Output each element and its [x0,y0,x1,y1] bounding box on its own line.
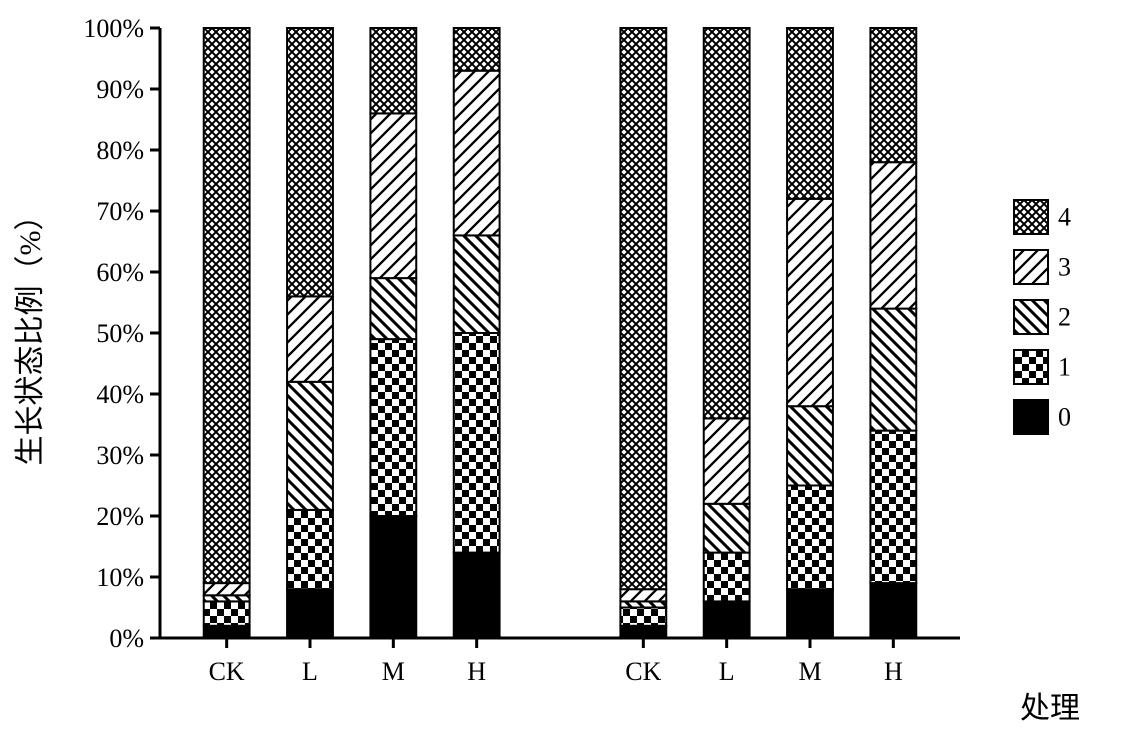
bar-seg-group-2-L-4 [704,28,750,418]
bar-seg-group-2-M-1 [787,486,833,590]
y-tick-label: 50% [96,319,144,348]
bar-seg-group-2-CK-1 [620,608,666,626]
bar-seg-group-1-M-1 [370,339,416,516]
bar-seg-group-2-L-3 [704,418,750,503]
legend-swatch-2 [1014,300,1048,334]
bar-seg-group-1-CK-0 [204,626,250,638]
legend-label-1: 1 [1058,353,1071,382]
y-tick-label: 70% [96,197,144,226]
y-tick-label: 0% [109,624,144,653]
bar-seg-group-2-L-1 [704,553,750,602]
bar-seg-group-1-H-4 [454,28,500,71]
bar-seg-group-1-M-2 [370,278,416,339]
bar-seg-group-1-CK-4 [204,28,250,583]
bar-seg-group-1-H-3 [454,71,500,236]
bar-seg-group-2-H-2 [870,309,916,431]
bar-seg-group-1-M-3 [370,113,416,278]
legend-label-4: 4 [1058,203,1071,232]
bar-seg-group-2-M-3 [787,199,833,406]
x-axis-label: 处理 [1020,692,1080,725]
legend-label-0: 0 [1058,403,1071,432]
bar-seg-group-2-L-0 [704,601,750,638]
x-tick-label: H [884,657,903,686]
y-tick-label: 40% [96,380,144,409]
x-tick-label: CK [625,657,661,686]
x-tick-label: L [719,657,735,686]
bar-seg-group-1-L-2 [287,382,333,510]
y-tick-label: 80% [96,136,144,165]
y-tick-label: 30% [96,441,144,470]
stacked-bar-chart: 0% 10% 20% 30% 40% 50% 60% 70% 80% 90% 100% CK L M H C… [0,0,1124,746]
bar-seg-group-2-CK-3 [620,589,666,601]
x-tick-label: CK [209,657,245,686]
bar-seg-group-1-CK-1 [204,601,250,625]
x-tick-label: H [467,657,486,686]
bar-seg-group-1-CK-3 [204,583,250,595]
bar-seg-group-2-CK-0 [620,626,666,638]
y-tick-label: 60% [96,258,144,287]
bar-seg-group-1-H-2 [454,235,500,333]
x-tick-label: L [302,657,318,686]
bar-seg-group-2-M-0 [787,589,833,638]
bar-seg-group-2-H-1 [870,431,916,583]
bar-seg-group-1-H-1 [454,333,500,553]
bar-seg-group-2-H-0 [870,583,916,638]
bar-seg-group-1-M-0 [370,516,416,638]
legend-swatch-0 [1014,400,1048,434]
bar-seg-group-2-M-4 [787,28,833,199]
bar-seg-group-1-L-3 [287,296,333,381]
chart-container: 0% 10% 20% 30% 40% 50% 60% 70% 80% 90% 100% CK L M H C… [0,0,1124,746]
bar-seg-group-1-M-4 [370,28,416,113]
legend-swatch-4 [1014,200,1048,234]
y-tick-label: 90% [96,75,144,104]
y-axis-label: 生长状态比例（%） [14,201,47,466]
bar-seg-group-1-L-1 [287,510,333,589]
x-tick-label: M [798,657,821,686]
bar-seg-group-2-M-2 [787,406,833,485]
bar-seg-group-2-H-4 [870,28,916,162]
legend-swatch-1 [1014,350,1048,384]
legend-label-3: 3 [1058,253,1071,282]
bar-seg-group-2-L-2 [704,504,750,553]
bar-seg-group-2-CK-4 [620,28,666,589]
x-tick-label: M [382,657,405,686]
bar-seg-group-1-H-0 [454,553,500,638]
bar-seg-group-2-H-3 [870,162,916,308]
y-tick-label: 10% [96,563,144,592]
y-tick-label: 20% [96,502,144,531]
bar-seg-group-1-L-0 [287,589,333,638]
y-tick-label: 100% [83,14,144,43]
bar-seg-group-1-L-4 [287,28,333,296]
legend-label-2: 2 [1058,303,1071,332]
legend-swatch-3 [1014,250,1048,284]
